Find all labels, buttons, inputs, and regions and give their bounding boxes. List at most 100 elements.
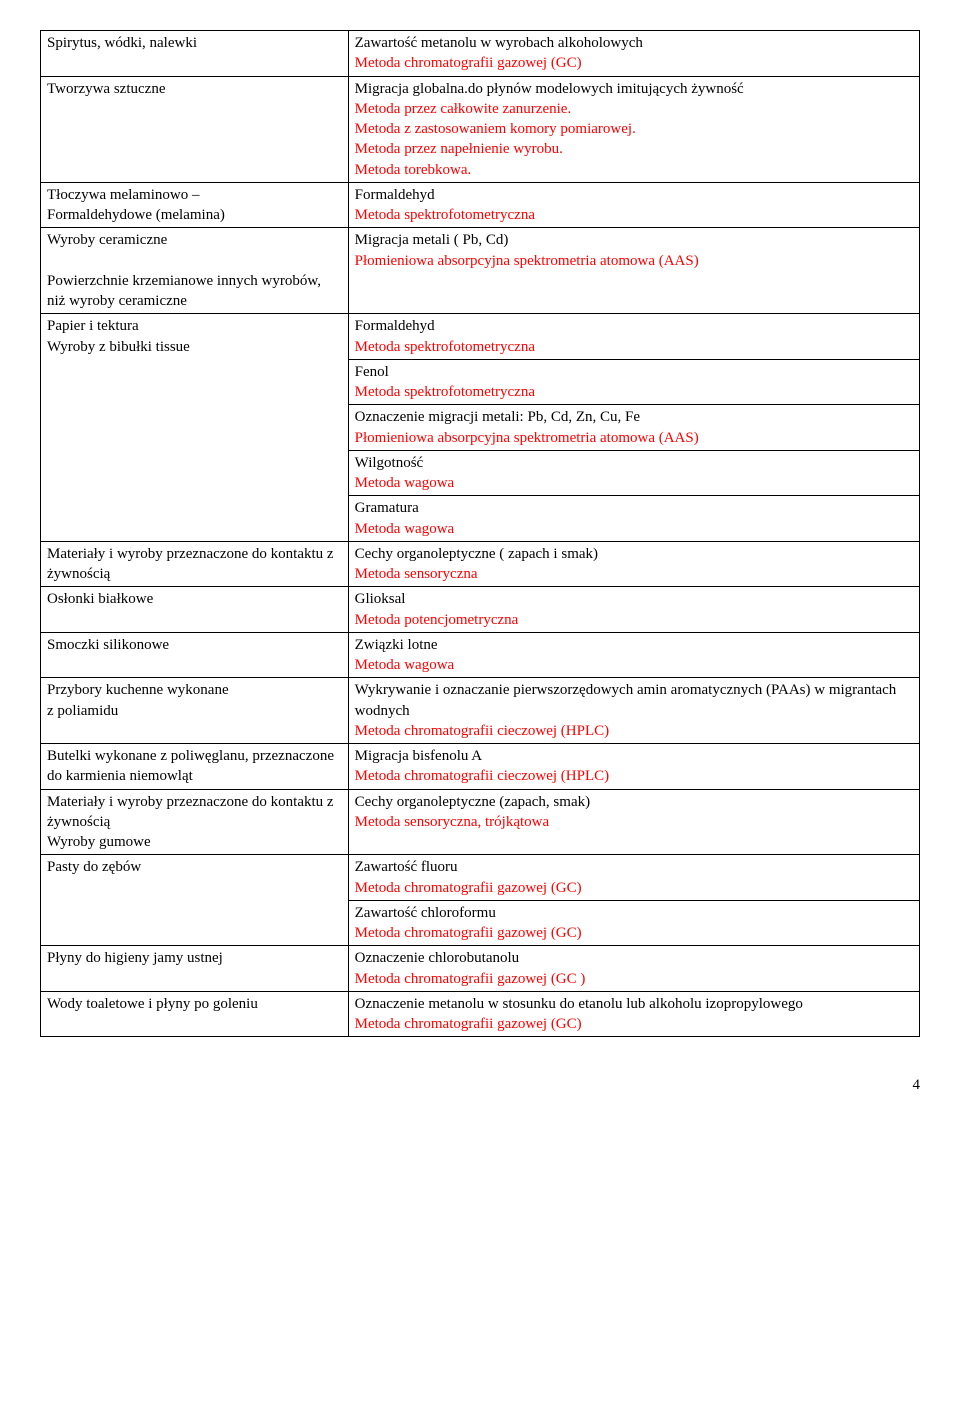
label-text: Oznaczenie chlorobutanolu (355, 950, 520, 966)
table-row: Papier i tektura Wyroby z bibułki tissue F… (41, 314, 920, 360)
table-row: Wyroby ceramiczne Powierzchnie krzemiano… (41, 228, 920, 314)
method-text: Metoda chromatografii gazowej (GC) (355, 925, 582, 941)
table-row: Wody toaletowe i płyny po goleniu Oznacze… (41, 991, 920, 1037)
table-row: Tłoczywa melaminowo – Formaldehydowe (mel… (41, 182, 920, 228)
label-text: Wyroby gumowe (47, 834, 151, 850)
method-text: Płomieniowa absorpcyjna spektrometria at… (355, 253, 699, 269)
table-row: Butelki wykonane z poliwęglanu, przeznac… (41, 744, 920, 790)
label-text: Butelki wykonane z poliwęglanu, przeznac… (47, 748, 334, 784)
label-text: Formaldehyd (355, 187, 435, 203)
table-cell-right: Formaldehyd Metoda spektrofotometryczna (348, 182, 919, 228)
method-text: Metoda chromatografii gazowej (GC) (355, 1016, 582, 1032)
table-cell-right: Oznaczenie chlorobutanolu Metoda chromato… (348, 946, 919, 992)
table-cell-left: Tworzywa sztuczne (41, 76, 349, 182)
table-cell-right: Oznaczenie migracji metali: Pb, Cd, Zn, … (348, 405, 919, 451)
table-cell-right: Migracja bisfenolu AMetoda chromatografi… (348, 744, 919, 790)
table-cell-left: Tłoczywa melaminowo – Formaldehydowe (mel… (41, 182, 349, 228)
method-text: Metoda spektrofotometryczna (355, 384, 535, 400)
label-text: Smoczki silikonowe (47, 637, 169, 653)
method-text: Metoda wagowa (355, 475, 455, 491)
table-cell-left: Papier i tektura Wyroby z bibułki tissue (41, 314, 349, 542)
table-cell-right: Zawartość fluoruMetoda chromatografii ga… (348, 855, 919, 901)
table-cell-left: Przybory kuchenne wykonane z poliamidu (41, 678, 349, 744)
table-cell-left: Pasty do zębów (41, 855, 349, 946)
table-cell-right: Zawartość chloroformu Metoda chromatograf… (348, 900, 919, 946)
label-text: Wyroby ceramiczne (47, 232, 167, 248)
label-text: Tłoczywa melaminowo – (47, 187, 199, 203)
table-cell-right: Oznaczenie metanolu w stosunku do etanol… (348, 991, 919, 1037)
table-cell-right: Formaldehyd Metoda spektrofotometryczna (348, 314, 919, 360)
table-cell-left: Materiały i wyroby przeznaczone do konta… (41, 789, 349, 855)
label-text: Przybory kuchenne wykonane (47, 682, 229, 698)
table-cell-right: Zawartość metanolu w wyrobach alkoholowy… (348, 31, 919, 77)
table-row: Materiały i wyroby przeznaczone do konta… (41, 541, 920, 587)
table-cell-left: Osłonki białkowe (41, 587, 349, 633)
label-text: Migracja globalna.do płynów modelowych i… (355, 81, 744, 97)
label-text: Związki lotne (355, 637, 438, 653)
method-text: Metoda chromatografii gazowej (GC ) (355, 971, 586, 987)
label-text: Wody toaletowe i płyny po goleniu (47, 996, 258, 1012)
method-text: Metoda wagowa (355, 657, 455, 673)
table-row: Smoczki silikonowe Związki lotne Metoda wa… (41, 632, 920, 678)
table-cell-left: Smoczki silikonowe (41, 632, 349, 678)
table-cell-right: Cechy organoleptyczne ( zapach i smak) Me… (348, 541, 919, 587)
table-cell-left: Butelki wykonane z poliwęglanu, przeznac… (41, 744, 349, 790)
label-text: Migracja metali ( Pb, Cd) (355, 232, 509, 248)
table-row: Płyny do higieny jamy ustnej Oznaczenie c… (41, 946, 920, 992)
label-text: z poliamidu (47, 703, 118, 719)
method-text: Metoda z zastosowaniem komory pomiarowej… (355, 121, 636, 137)
label-text: Tworzywa sztuczne (47, 81, 165, 97)
method-text: Metoda spektrofotometryczna (355, 339, 535, 355)
label-text: Cechy organoleptyczne (zapach, smak) (355, 794, 590, 810)
method-text: Metoda wagowa (355, 521, 455, 537)
method-text: Płomieniowa absorpcyjna spektrometria at… (355, 430, 699, 446)
label-text: Płyny do higieny jamy ustnej (47, 950, 223, 966)
label-text: Formaldehydowe (melamina) (47, 207, 225, 223)
label-text: Zawartość metanolu w wyrobach alkoholowy… (355, 35, 643, 51)
label-text: Materiały i wyroby przeznaczone do konta… (47, 546, 334, 582)
table-cell-left: Wody toaletowe i płyny po goleniu (41, 991, 349, 1037)
label-text: Formaldehyd (355, 318, 435, 334)
label-text: Glioksal (355, 591, 406, 607)
label-text: Powierzchnie krzemianowe innych wyrobów,… (47, 273, 321, 309)
table-cell-right: Cechy organoleptyczne (zapach, smak) Meto… (348, 789, 919, 855)
table-cell-right: Gramatura Metoda wagowa (348, 496, 919, 542)
label-text (47, 253, 51, 269)
table-cell-right: Migracja metali ( Pb, Cd) Płomieniowa abs… (348, 228, 919, 314)
table-row: Przybory kuchenne wykonane z poliamidu Wyk… (41, 678, 920, 744)
table-cell-right: Wykrywanie i oznaczanie pierwszorzędowyc… (348, 678, 919, 744)
table-cell-left: Materiały i wyroby przeznaczone do konta… (41, 541, 349, 587)
table-cell-right: Fenol Metoda spektrofotometryczna (348, 359, 919, 405)
label-text: Gramatura (355, 500, 419, 516)
method-text: Metoda potencjometryczna (355, 612, 519, 628)
label-text: Wyroby z bibułki tissue (47, 339, 190, 355)
table-cell-right: Migracja globalna.do płynów modelowych i… (348, 76, 919, 182)
method-text: Metoda torebkowa. (355, 162, 472, 178)
table-row: Pasty do zębów Zawartość fluoruMetoda chr… (41, 855, 920, 901)
label-text: Materiały i wyroby przeznaczone do konta… (47, 794, 334, 830)
method-text: Metoda spektrofotometryczna (355, 207, 535, 223)
label-text: Wilgotność (355, 455, 424, 471)
table-cell-left: Spirytus, wódki, nalewki (41, 31, 349, 77)
label-text: Migracja bisfenolu A (355, 748, 482, 764)
label-text: Osłonki białkowe (47, 591, 153, 607)
method-text: Metoda sensoryczna (355, 566, 478, 582)
label-text: Cechy organoleptyczne ( zapach i smak) (355, 546, 598, 562)
label-text: Fenol (355, 364, 389, 380)
label-text: Papier i tektura (47, 318, 139, 334)
label-text: Zawartość chloroformu (355, 905, 496, 921)
table-row: Tworzywa sztuczne Migracja globalna.do pł… (41, 76, 920, 182)
table-cell-right: Wilgotność Metoda wagowa (348, 450, 919, 496)
label-text: Oznaczenie migracji metali: Pb, Cd, Zn, … (355, 409, 640, 425)
method-text: Metoda przez napełnienie wyrobu. (355, 141, 563, 157)
label-text: Spirytus, wódki, nalewki (47, 35, 197, 51)
label-text: Pasty do zębów (47, 859, 141, 875)
method-text: Metoda chromatografii gazowej (GC) (355, 55, 582, 71)
table-cell-right: Związki lotne Metoda wagowa (348, 632, 919, 678)
label-text: Zawartość fluoru (355, 859, 458, 875)
method-text: Metoda chromatografii cieczowej (HPLC) (355, 723, 610, 739)
table-row: Spirytus, wódki, nalewki Zawartość metano… (41, 31, 920, 77)
method-text: Metoda przez całkowite zanurzenie. (355, 101, 572, 117)
table-row: Materiały i wyroby przeznaczone do konta… (41, 789, 920, 855)
method-text: Metoda sensoryczna, trójkątowa (355, 814, 550, 830)
